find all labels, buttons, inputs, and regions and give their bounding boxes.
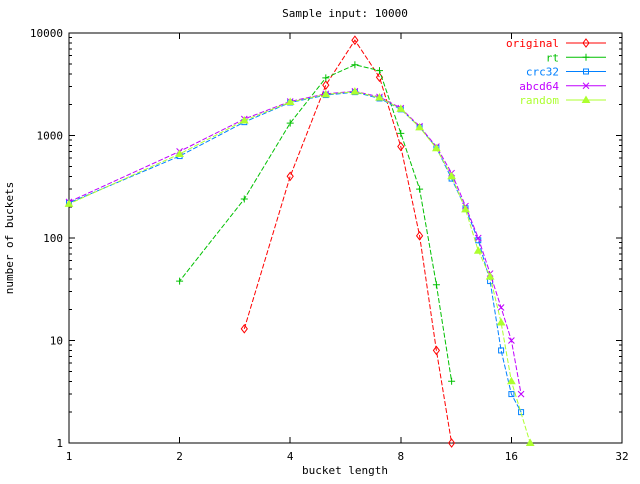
x-tick-label: 32 bbox=[615, 450, 628, 463]
series-layer bbox=[64, 35, 535, 448]
triangle-marker bbox=[432, 143, 441, 152]
triangle-marker bbox=[285, 97, 295, 106]
diamond-marker bbox=[415, 230, 424, 241]
triangle-marker bbox=[461, 204, 470, 213]
x-tick-label: 2 bbox=[176, 450, 183, 463]
plus-marker bbox=[351, 61, 359, 69]
x-marker bbox=[517, 390, 525, 398]
y-tick-label: 1 bbox=[56, 437, 63, 450]
plus-marker bbox=[416, 185, 424, 193]
plus-marker bbox=[375, 67, 383, 75]
x-marker bbox=[497, 304, 505, 311]
square-marker bbox=[508, 391, 515, 398]
plus-marker bbox=[176, 277, 184, 285]
square-marker bbox=[583, 68, 589, 75]
triangle-marker bbox=[507, 376, 516, 385]
y-tick-label: 10000 bbox=[30, 27, 63, 40]
series-random bbox=[64, 87, 535, 446]
x-marker bbox=[508, 337, 515, 344]
triangle-marker bbox=[485, 272, 495, 280]
axis-ticks bbox=[68, 32, 623, 444]
plus-marker bbox=[240, 195, 248, 203]
diamond-marker bbox=[351, 35, 359, 46]
series-line-abcd64 bbox=[68, 90, 522, 395]
series-original bbox=[240, 35, 456, 448]
square-marker bbox=[498, 347, 505, 354]
triangle-marker bbox=[375, 93, 384, 101]
triangle-marker bbox=[64, 199, 74, 207]
series-line-original bbox=[243, 39, 453, 444]
legend-label: rt bbox=[546, 51, 559, 64]
legend-item-abcd64: abcd64 bbox=[519, 80, 606, 93]
triangle-marker bbox=[447, 171, 456, 180]
plus-marker bbox=[397, 129, 405, 137]
triangle-marker bbox=[396, 104, 406, 112]
diamond-marker bbox=[322, 80, 330, 90]
legend-label: crc32 bbox=[526, 66, 559, 79]
x-axis-label: bucket length bbox=[302, 464, 388, 477]
y-axis-label: number of buckets bbox=[3, 182, 16, 295]
diamond-marker bbox=[582, 38, 590, 48]
y-tick-label: 100 bbox=[43, 232, 63, 245]
triangle-marker bbox=[525, 438, 535, 446]
axis-tick-labels: 1 2 4 8 16 32 1 10 100 1000 10000 bbox=[30, 27, 629, 463]
triangle-marker bbox=[175, 149, 184, 157]
chart-title: Sample input: 10000 bbox=[282, 7, 408, 20]
x-tick-label: 16 bbox=[505, 450, 518, 463]
y-tick-label: 1000 bbox=[37, 130, 64, 143]
x-tick-label: 1 bbox=[66, 450, 73, 463]
x-tick-label: 4 bbox=[287, 450, 294, 463]
y-tick-label: 10 bbox=[50, 335, 63, 348]
legend-label: random bbox=[519, 94, 559, 107]
plus-marker bbox=[582, 53, 590, 61]
legend-item-rt: rt bbox=[546, 51, 606, 64]
plus-marker bbox=[286, 119, 294, 127]
x-marker bbox=[474, 234, 482, 242]
x-tick-label: 8 bbox=[397, 450, 404, 463]
diamond-marker bbox=[240, 323, 248, 334]
series-line-rt bbox=[179, 64, 453, 382]
triangle-marker bbox=[496, 317, 506, 326]
legend-label: abcd64 bbox=[519, 80, 559, 93]
legend-item-original: original bbox=[506, 37, 606, 50]
plus-marker bbox=[432, 281, 440, 289]
legend-item-crc32: crc32 bbox=[526, 66, 606, 79]
triangle-marker bbox=[321, 89, 331, 98]
triangle-marker bbox=[473, 246, 483, 254]
triangle-marker bbox=[415, 122, 424, 131]
x-marker bbox=[582, 82, 590, 90]
triangle-marker bbox=[239, 116, 249, 124]
legend-item-random: random bbox=[519, 94, 606, 107]
triangle-marker bbox=[350, 87, 360, 95]
diamond-marker bbox=[286, 171, 294, 182]
triangle-marker bbox=[581, 95, 591, 103]
diamond-marker bbox=[447, 438, 456, 448]
plus-marker bbox=[322, 74, 330, 82]
diamond-marker bbox=[397, 141, 405, 152]
legend-label: original bbox=[506, 37, 559, 50]
plus-marker bbox=[448, 377, 456, 385]
diamond-marker bbox=[432, 345, 441, 356]
series-rt bbox=[176, 61, 456, 385]
